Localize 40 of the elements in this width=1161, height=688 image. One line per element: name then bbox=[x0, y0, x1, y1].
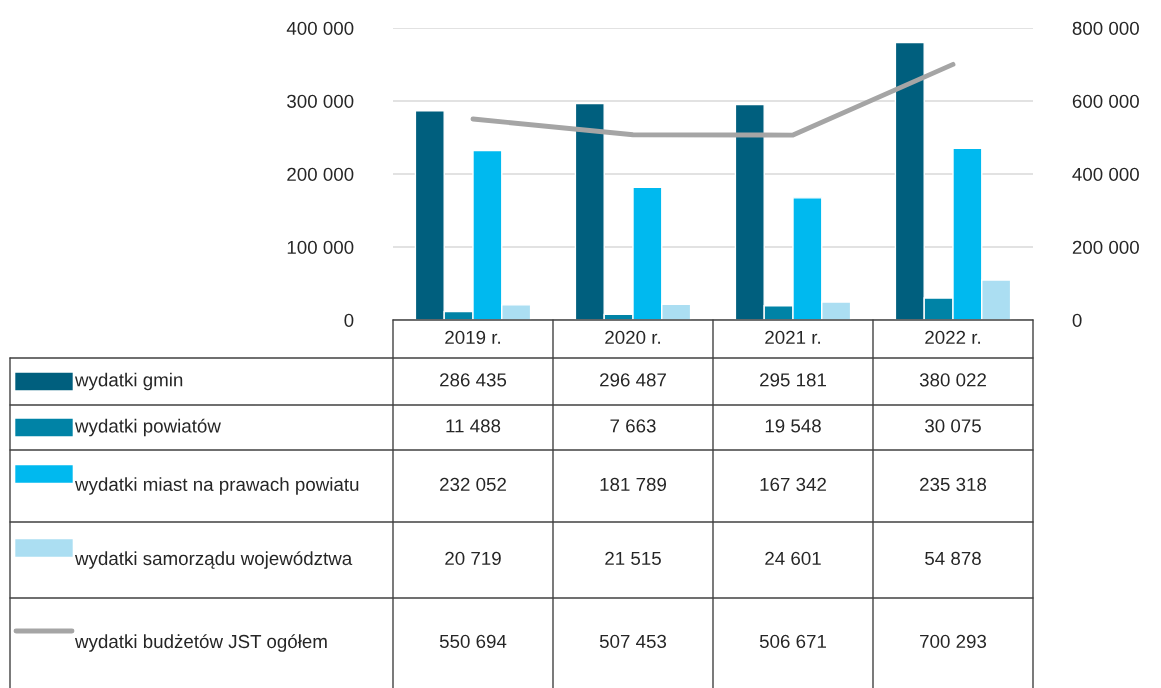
y-tick-label: 300 000 bbox=[287, 94, 354, 108]
y2-tick-label: 800 000 bbox=[1072, 21, 1139, 35]
data-label: 20 719 bbox=[445, 551, 501, 566]
data-label: 235 318 bbox=[920, 477, 987, 492]
data-label: 380 022 bbox=[919, 373, 986, 387]
data-label: 54 878 bbox=[925, 551, 981, 566]
line-series bbox=[470, 61, 956, 138]
data-label: 506 671 bbox=[759, 634, 826, 649]
data-label: 24 601 bbox=[765, 551, 821, 566]
data-label: 11 488 bbox=[446, 419, 501, 433]
y2-tick-label: 600 000 bbox=[1072, 94, 1139, 108]
legend-label: wydatki powiatów bbox=[74, 418, 221, 437]
legend-label: wydatki samorządu województwa bbox=[74, 551, 353, 569]
y-tick-label: 400 000 bbox=[286, 21, 354, 35]
legend-label: wydatki gmin bbox=[74, 372, 183, 391]
data-label: 21 515 bbox=[605, 551, 661, 566]
data-label: 19 548 bbox=[765, 419, 821, 433]
data-label: 296 487 bbox=[600, 373, 666, 387]
data-label: 7 663 bbox=[610, 419, 656, 433]
y-tick-label: 100 000 bbox=[287, 240, 354, 254]
legend-label: wydatki miast na prawach powiatu bbox=[74, 477, 359, 495]
y-tick-label: 0 bbox=[344, 313, 354, 327]
x-tick-label: 2021 r. bbox=[765, 330, 820, 345]
data-label: 30 075 bbox=[925, 419, 981, 433]
y2-tick-label: 400 000 bbox=[1072, 167, 1139, 181]
data-label: 286 435 bbox=[440, 373, 507, 387]
legend-label: wydatki budżetów JST ogółem bbox=[74, 634, 327, 652]
y2-tick-label: 0 bbox=[1072, 313, 1082, 327]
data-label: 295 181 bbox=[760, 373, 826, 387]
x-tick-label: 2019 r. bbox=[445, 330, 500, 345]
y-tick-label: 200 000 bbox=[287, 167, 354, 181]
data-label: 181 789 bbox=[600, 477, 666, 492]
x-tick-label: 2022 r. bbox=[925, 330, 980, 345]
data-label: 167 342 bbox=[760, 477, 826, 492]
data-label: 550 694 bbox=[439, 634, 507, 649]
data-label: 232 052 bbox=[440, 477, 506, 492]
x-tick-label: 2020 r. bbox=[605, 330, 660, 345]
y2-tick-label: 200 000 bbox=[1072, 240, 1139, 254]
data-label: 507 453 bbox=[599, 634, 667, 649]
data-label: 700 293 bbox=[920, 634, 987, 649]
